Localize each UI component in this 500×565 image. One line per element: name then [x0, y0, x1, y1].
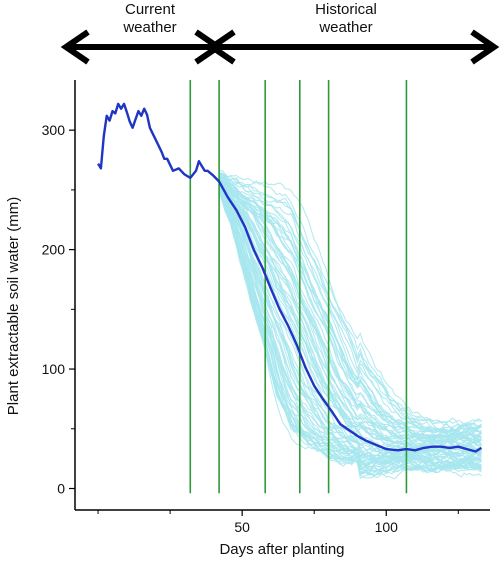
axis-ticks: 50 100 0 100 200 300: [42, 122, 459, 535]
y-axis-title: Plant extractable soil water (mm): [5, 197, 22, 415]
x-tick-label: 100: [375, 519, 399, 535]
historical-trace-line: [218, 178, 482, 446]
historical-label-line2: weather: [318, 19, 372, 36]
current-arrow-left-head: [60, 29, 90, 65]
historical-trace-line: [218, 183, 482, 459]
historical-trace-line: [218, 177, 482, 438]
current-and-median-line: [97, 102, 483, 453]
historical-trace-line: [218, 176, 482, 446]
y-tick-label: 100: [42, 361, 66, 377]
y-tick-label: 300: [42, 122, 66, 138]
historical-label-line1: Historical: [315, 1, 377, 18]
historical-traces: [218, 170, 482, 480]
historical-trace-line: [218, 185, 482, 468]
historical-trace-line: [218, 183, 482, 460]
historical-trace-line: [218, 177, 482, 447]
main-series: [97, 102, 483, 453]
x-tick-label: 50: [234, 519, 250, 535]
y-tick-label: 200: [42, 242, 66, 258]
axes: [74, 80, 490, 511]
current-label-line1: Current: [125, 1, 176, 18]
historical-trace-line: [218, 173, 482, 439]
historical-trace-line: [218, 182, 482, 458]
historical-trace-line: [218, 187, 482, 469]
historical-arrow-left-head: [206, 29, 236, 65]
historical-arrow-right-head: [470, 29, 500, 65]
historical-trace-line: [218, 173, 482, 435]
historical-trace-line: [218, 177, 482, 437]
historical-trace-line: [218, 186, 482, 461]
historical-trace-line: [219, 170, 482, 430]
current-label-line2: weather: [122, 19, 176, 36]
historical-trace-line: [218, 171, 482, 428]
vertical-markers: [189, 80, 408, 494]
weather-period-header: Current weather Historical weather: [60, 1, 500, 65]
y-tick-label: 0: [57, 481, 65, 497]
historical-trace-line: [218, 186, 482, 475]
historical-trace-line: [218, 171, 482, 434]
x-axis-title: Days after planting: [219, 541, 344, 558]
historical-trace-line: [219, 174, 482, 435]
